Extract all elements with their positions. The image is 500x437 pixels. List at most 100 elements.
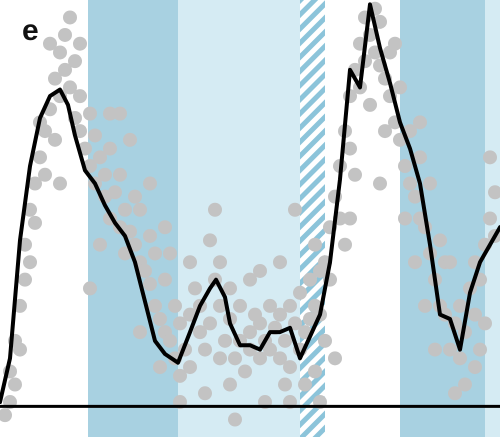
scatter-point xyxy=(363,97,377,112)
scatter-point xyxy=(33,150,47,165)
scatter-point xyxy=(128,189,142,204)
scatter-point xyxy=(483,211,497,226)
scatter-point xyxy=(228,412,242,427)
scatter-point xyxy=(153,360,167,375)
scatter-points xyxy=(0,1,500,427)
scatter-point xyxy=(213,351,227,366)
scatter-point xyxy=(478,316,492,331)
band-hatched-2 xyxy=(300,0,325,437)
scatter-point xyxy=(428,342,442,357)
scatter-point xyxy=(213,298,227,313)
scatter-point xyxy=(278,377,292,392)
scatter-point xyxy=(233,298,247,313)
scatter-point xyxy=(243,272,257,287)
scatter-point xyxy=(28,176,42,191)
scatter-point xyxy=(263,342,277,357)
scatter-point xyxy=(18,272,32,287)
scatter-point xyxy=(298,377,312,392)
scatter-point xyxy=(93,150,107,165)
scatter-point xyxy=(93,237,107,252)
scatter-point xyxy=(58,62,72,77)
scatter-point xyxy=(53,176,67,191)
scatter-point xyxy=(348,167,362,182)
scatter-point xyxy=(398,211,412,226)
scatter-point xyxy=(343,141,357,156)
scatter-point xyxy=(388,36,402,51)
scatter-point xyxy=(143,277,157,292)
scatter-point xyxy=(63,10,77,25)
scatter-point xyxy=(283,298,297,313)
scatter-point xyxy=(398,159,412,174)
scatter-point xyxy=(223,281,237,296)
scatter-point xyxy=(318,333,332,348)
scatter-point xyxy=(453,351,467,366)
scatter-point xyxy=(163,246,177,261)
scatter-point xyxy=(173,368,187,383)
series-line xyxy=(0,2,500,404)
scatter-point xyxy=(108,185,122,200)
scatter-point xyxy=(183,255,197,270)
scatter-point xyxy=(263,298,277,313)
scatter-point xyxy=(453,298,467,313)
scatter-point xyxy=(243,325,257,340)
scatter-point xyxy=(168,298,182,313)
scatter-point xyxy=(183,360,197,375)
scatter-point xyxy=(223,377,237,392)
scatter-point xyxy=(413,150,427,165)
scatter-point xyxy=(423,176,437,191)
scatter-point xyxy=(103,106,117,121)
scatter-point xyxy=(143,176,157,191)
scatter-point xyxy=(443,342,457,357)
scatter-point xyxy=(28,215,42,230)
scatter-point xyxy=(408,255,422,270)
scatter-point xyxy=(228,351,242,366)
scatter-point xyxy=(303,272,317,287)
scatter-point xyxy=(443,255,457,270)
scatter-point xyxy=(488,185,500,200)
scatter-point xyxy=(203,233,217,248)
scatter-point xyxy=(143,228,157,243)
scatter-point xyxy=(203,316,217,331)
scatter-point xyxy=(98,167,112,182)
scatter-point xyxy=(83,281,97,296)
scatter-point xyxy=(208,202,222,217)
scatter-point xyxy=(288,202,302,217)
scatter-point xyxy=(43,36,57,51)
scatter-point xyxy=(433,233,447,248)
scatter-point xyxy=(308,237,322,252)
scatter-point xyxy=(163,333,177,348)
scatter-point xyxy=(48,71,62,86)
scatter-point xyxy=(118,202,132,217)
scatter-point xyxy=(373,176,387,191)
scatter-point xyxy=(343,211,357,226)
scatter-point xyxy=(378,124,392,139)
scatter-point xyxy=(278,333,292,348)
scatter-point xyxy=(83,106,97,121)
scatter-point xyxy=(123,132,137,147)
scatter-point xyxy=(73,36,87,51)
scatter-point xyxy=(473,342,487,357)
scatter-point xyxy=(8,377,22,392)
scatter-point xyxy=(408,189,422,204)
scatter-point xyxy=(403,176,417,191)
scatter-point xyxy=(238,364,252,379)
scatter-point xyxy=(253,351,267,366)
scatter-point xyxy=(198,386,212,401)
scatter-point xyxy=(138,263,152,278)
scatter-point xyxy=(13,342,27,357)
scatter-point xyxy=(213,255,227,270)
scatter-point xyxy=(23,255,37,270)
scatter-point xyxy=(308,364,322,379)
scatter-point xyxy=(133,325,147,340)
scatter-point xyxy=(133,202,147,217)
scatter-point xyxy=(198,342,212,357)
scatter-point xyxy=(153,312,167,327)
scatter-point xyxy=(73,89,87,104)
scatter-point xyxy=(273,307,287,322)
scatter-point xyxy=(113,106,127,121)
scatter-point xyxy=(273,351,287,366)
scatter-point xyxy=(253,316,267,331)
scatter-point xyxy=(173,316,187,331)
scatter-point xyxy=(458,377,472,392)
